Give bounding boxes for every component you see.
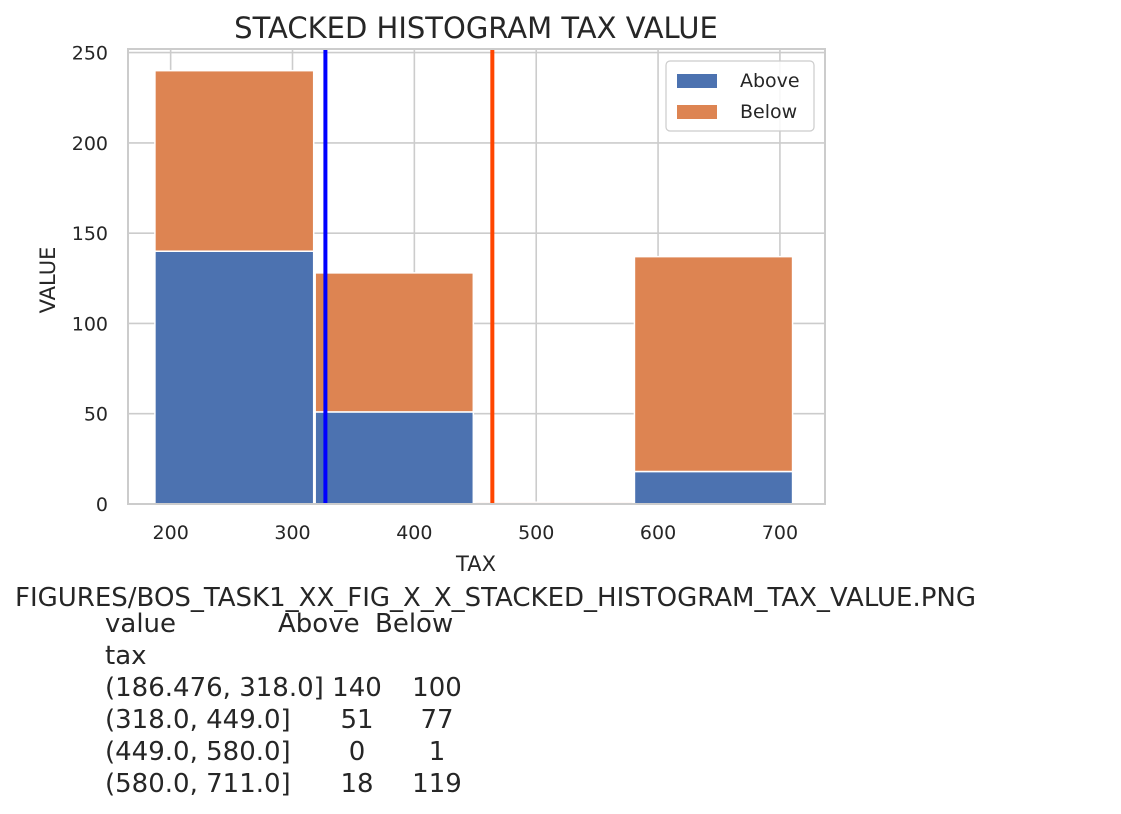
header-column: Above — [278, 609, 360, 639]
chart-title: STACKED HISTOGRAM TAX VALUE — [234, 11, 718, 45]
cell-value: 51 — [340, 705, 374, 735]
row-label: (318.0, 449.0] — [105, 705, 291, 735]
figure-path-caption: FIGURES/BOS_TASK1_XX_FIG_X_X_STACKED_HIS… — [15, 583, 977, 613]
y-tick-label: 100 — [72, 313, 108, 335]
bar-above — [154, 250, 315, 505]
cell-value: 77 — [420, 705, 454, 735]
header-index-label: value — [105, 609, 177, 639]
row-label: (449.0, 580.0] — [105, 737, 291, 767]
y-tick-label: 200 — [72, 133, 108, 155]
y-tick-label: 150 — [72, 223, 108, 245]
y-tick-label: 250 — [72, 43, 108, 65]
plot-frame — [127, 48, 826, 505]
x-tick-label: 600 — [640, 522, 676, 544]
cell-value: 140 — [332, 673, 382, 703]
bar-below — [633, 255, 794, 473]
bar-above — [314, 411, 475, 505]
bar-marks — [154, 69, 794, 505]
row-label: (186.476, 318.0] — [105, 673, 324, 703]
legend-swatch — [677, 105, 717, 119]
x-tick-label: 300 — [274, 522, 310, 544]
x-tick-label: 700 — [762, 522, 798, 544]
cell-value: 0 — [348, 737, 366, 767]
row-label: (580.0, 711.0] — [105, 769, 291, 799]
stacked-histogram-chart: STACKED HISTOGRAM TAX VALUE 200 300 400 500… — [36, 11, 826, 575]
legend-label: Above — [740, 70, 800, 92]
y-tick-label: 0 — [96, 494, 108, 516]
x-axis-label: TAX — [455, 552, 496, 575]
reference-lines — [323, 49, 495, 504]
bar-below — [154, 69, 315, 252]
bar-above — [633, 470, 794, 505]
y-tick-label: 50 — [84, 404, 108, 426]
y-axis-label: VALUE — [36, 247, 60, 314]
y-tick-labels: 0 50 100 150 200 250 — [72, 43, 108, 516]
x-tick-label: 200 — [153, 522, 189, 544]
header-column: Below — [375, 609, 454, 639]
legend: Above Below — [665, 60, 815, 132]
cell-value: 100 — [412, 673, 462, 703]
bar-below — [314, 272, 475, 413]
legend-swatch — [677, 74, 717, 88]
x-tick-label: 500 — [518, 522, 554, 544]
cell-value: 18 — [340, 769, 374, 799]
index-name: tax — [105, 641, 147, 671]
legend-label: Below — [740, 101, 797, 123]
cell-value: 1 — [428, 737, 446, 767]
x-tick-labels: 200 300 400 500 600 700 — [153, 522, 799, 544]
cell-value: 119 — [412, 769, 462, 799]
x-tick-label: 400 — [396, 522, 432, 544]
